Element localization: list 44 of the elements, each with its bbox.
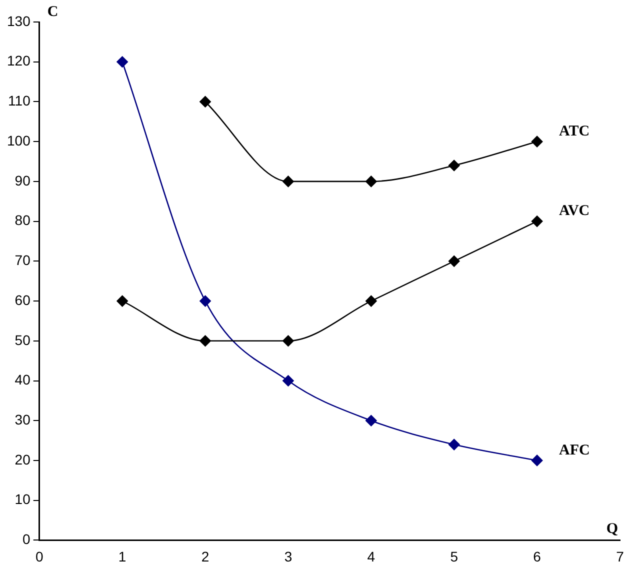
point: [200, 295, 211, 307]
point: [282, 375, 294, 386]
x-tick-label: 6: [533, 548, 542, 564]
y-tick-label: 0: [22, 531, 31, 548]
series-label: ATC: [559, 123, 590, 140]
point: [366, 414, 377, 426]
x-axis-title: Q: [606, 520, 618, 537]
y-axis-title: C: [47, 4, 58, 20]
point: [531, 454, 543, 466]
y-tick-label: 80: [14, 212, 31, 228]
y-tick-label: 110: [8, 92, 31, 109]
point: [448, 160, 460, 172]
y-tick-label: 60: [14, 292, 31, 308]
y-tick-label: 70: [14, 252, 31, 268]
point: [200, 96, 211, 108]
x-tick-label: 0: [35, 548, 44, 564]
point: [448, 256, 460, 267]
series-label: AFC: [559, 442, 590, 458]
y-tick-label: 30: [14, 411, 31, 428]
x-tick-label: 4: [367, 548, 376, 564]
x-tick-label: 1: [118, 548, 126, 564]
y-tick-label: 100: [7, 132, 31, 148]
point: [448, 438, 460, 450]
point: [282, 335, 294, 347]
point: [531, 216, 543, 227]
x-tick-label: 3: [284, 548, 292, 564]
x-tick-label: 5: [450, 548, 458, 564]
y-tick-label: 10: [14, 491, 31, 508]
x-tick-label: 2: [201, 548, 210, 564]
y-tick-label: 120: [7, 52, 31, 69]
y-tick-label: 20: [14, 451, 31, 468]
point: [531, 136, 543, 148]
series-label: AVC: [559, 203, 590, 220]
point: [116, 56, 128, 68]
point: [116, 295, 128, 307]
point: [366, 295, 377, 307]
y-tick-label: 40: [14, 372, 31, 388]
point: [282, 176, 294, 188]
point: [200, 335, 211, 347]
point: [366, 176, 377, 188]
y-tick-label: 130: [7, 12, 31, 29]
y-tick-label: 50: [14, 332, 31, 348]
y-tick-label: 90: [14, 172, 31, 188]
x-tick-label: 7: [616, 548, 624, 564]
